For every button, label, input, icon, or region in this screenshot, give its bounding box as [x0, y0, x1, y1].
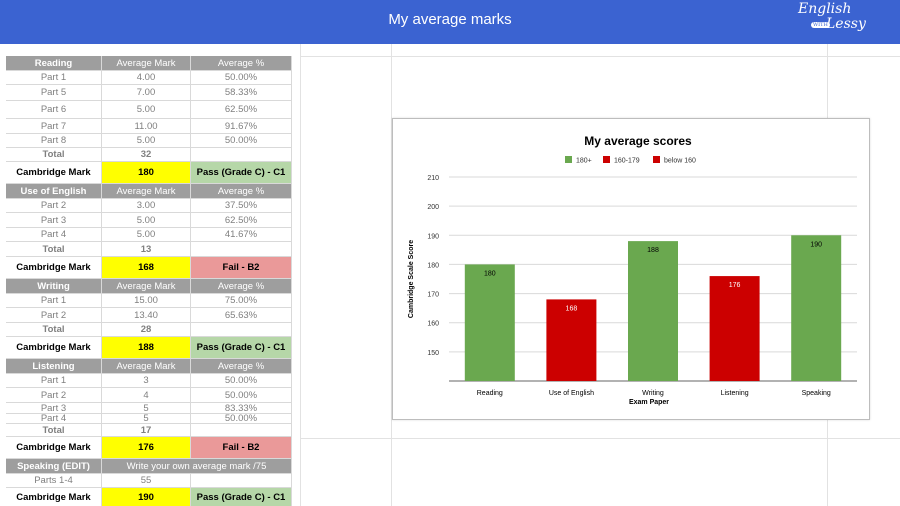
page-title: My average marks [388, 11, 512, 28]
grade-result: Pass (Grade C) - C1 [191, 162, 292, 183]
chart-canvas: My average scores Cambridge Scale Score … [408, 134, 857, 406]
chart-title: My average scores [584, 134, 692, 148]
average-scores-chart[interactable]: My average scores Cambridge Scale Score … [392, 118, 870, 420]
grade-result: Pass (Grade C) - C1 [191, 488, 292, 506]
column-header: Average % [191, 359, 292, 373]
english-with-lessy-logo: English WITH Lessy [798, 1, 866, 32]
y-tick-label: 150 [427, 350, 439, 357]
use-of-english-header-row: Use of English Average Mark Average % [6, 184, 292, 199]
bar-data-label: 168 [566, 305, 578, 312]
x-tick-label: Listening [721, 390, 749, 397]
section-name: Speaking (EDIT) [6, 459, 102, 473]
total-row[interactable]: Total 32 [6, 148, 292, 162]
speaking-instruction: Write your own average mark /75 [102, 459, 292, 473]
column-header: Average % [191, 56, 292, 70]
total-row[interactable]: Total 17 [6, 424, 292, 437]
table-row[interactable]: Part 1 15.00 75.00% [6, 294, 292, 308]
bar-data-label: 180 [484, 270, 496, 277]
header-bar: My average marks English WITH Lessy [0, 0, 900, 44]
bar [709, 276, 760, 381]
table-row[interactable]: Part 2 13.40 65.63% [6, 308, 292, 323]
column-header: Average Mark [102, 279, 191, 293]
table-row[interactable]: Parts 1-4 55 [6, 474, 292, 488]
table-row[interactable]: Part 2 4 50.00% [6, 388, 292, 403]
y-tick-label: 210 [427, 175, 439, 182]
legend-swatch [565, 156, 572, 163]
cambridge-mark-row[interactable]: Cambridge Mark 188 Pass (Grade C) - C1 [6, 337, 292, 359]
cambridge-mark-row[interactable]: Cambridge Mark 180 Pass (Grade C) - C1 [6, 162, 292, 184]
reading-header-row: Reading Average Mark Average % [6, 56, 292, 71]
legend-label: below 160 [664, 158, 696, 165]
speaking-mark-input[interactable]: 55 [102, 474, 191, 487]
x-tick-label: Use of English [549, 390, 594, 397]
cambridge-mark-value: 180 [102, 162, 191, 183]
table-row[interactable]: Part 1 3 50.00% [6, 374, 292, 388]
column-header: Average Mark [102, 184, 191, 198]
grid-divider [300, 44, 301, 506]
bar-data-label: 188 [647, 247, 659, 254]
legend-label: 160-179 [614, 158, 640, 165]
cambridge-mark-value: 188 [102, 337, 191, 358]
table-row[interactable]: Part 3 5 83.33% [6, 403, 292, 414]
grade-result: Fail - B2 [191, 437, 292, 458]
table-row[interactable]: Part 1 4.00 50.00% [6, 71, 292, 85]
section-name: Use of English [6, 184, 102, 198]
writing-header-row: Writing Average Mark Average % [6, 279, 292, 294]
listening-header-row: Listening Average Mark Average % [6, 359, 292, 374]
bar-data-label: 190 [810, 241, 822, 248]
grade-result: Fail - B2 [191, 257, 292, 278]
table-row[interactable]: Part 2 3.00 37.50% [6, 199, 292, 213]
cambridge-mark-row[interactable]: Cambridge Mark 168 Fail - B2 [6, 257, 292, 279]
y-tick-label: 190 [427, 233, 439, 240]
y-tick-label: 180 [427, 262, 439, 269]
table-row[interactable]: Part 8 5.00 50.00% [6, 134, 292, 148]
y-tick-label: 160 [427, 321, 439, 328]
bar [464, 264, 515, 381]
cambridge-mark-value: 168 [102, 257, 191, 278]
cambridge-mark-row[interactable]: Cambridge Mark 190 Pass (Grade C) - C1 [6, 488, 292, 506]
table-row[interactable]: Part 4 5.00 41.67% [6, 228, 292, 242]
bar [791, 235, 842, 381]
table-row[interactable]: Part 5 7.00 58.33% [6, 85, 292, 101]
total-row[interactable]: Total 28 [6, 323, 292, 337]
cambridge-mark-row[interactable]: Cambridge Mark 176 Fail - B2 [6, 437, 292, 459]
total-row[interactable]: Total 13 [6, 242, 292, 257]
column-header: Average Mark [102, 359, 191, 373]
legend-swatch [653, 156, 660, 163]
table-row[interactable]: Part 4 5 50.00% [6, 414, 292, 424]
cambridge-mark-value: 176 [102, 437, 191, 458]
x-tick-label: Reading [477, 390, 503, 397]
y-tick-label: 170 [427, 292, 439, 299]
grade-result: Pass (Grade C) - C1 [191, 337, 292, 358]
legend-label: 180+ [576, 158, 592, 165]
x-tick-label: Speaking [802, 390, 831, 397]
column-header: Average % [191, 279, 292, 293]
grid-divider [300, 56, 900, 57]
grid-divider [391, 44, 392, 506]
table-row[interactable]: Part 3 5.00 62.50% [6, 213, 292, 228]
column-header: Average Mark [102, 56, 191, 70]
section-name: Listening [6, 359, 102, 373]
section-name: Writing [6, 279, 102, 293]
table-row[interactable]: Part 6 5.00 62.50% [6, 101, 292, 119]
y-tick-label: 200 [427, 204, 439, 211]
x-tick-label: Writing [642, 390, 664, 397]
y-axis-title: Cambridge Scale Score [408, 240, 415, 318]
bar [628, 241, 678, 381]
bar [546, 299, 597, 381]
cambridge-mark-value: 190 [102, 488, 191, 506]
section-name: Reading [6, 56, 102, 70]
table-row[interactable]: Part 7 11.00 91.67% [6, 119, 292, 134]
column-header: Average % [191, 184, 292, 198]
legend-swatch [603, 156, 610, 163]
speaking-header-row: Speaking (EDIT) Write your own average m… [6, 459, 292, 474]
bar-data-label: 176 [729, 282, 741, 289]
x-axis-title: Exam Paper [629, 399, 669, 406]
grid-divider [300, 438, 900, 439]
